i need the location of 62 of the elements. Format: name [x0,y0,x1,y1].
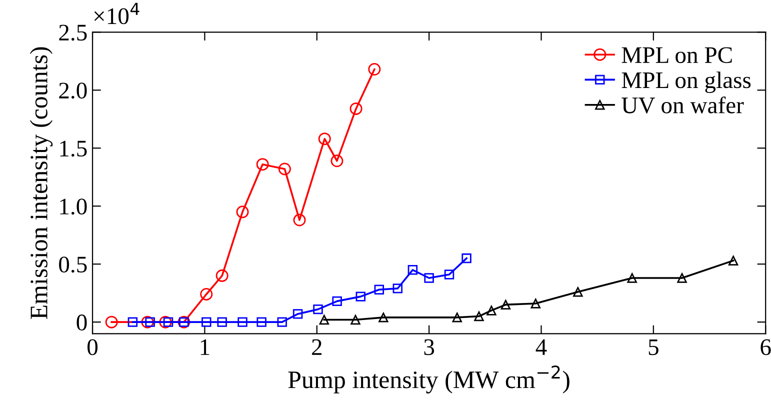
point [350,314,360,325]
point [202,317,212,327]
y-tick-label: 2.0 [59,82,87,99]
point [238,317,248,327]
x-axis-title: Pump intensity (MW cm$^{−2}$) [288,365,570,394]
point [500,300,511,310]
point [677,273,687,283]
x-tick-label: 1 [200,339,210,355]
x-tick-label: 6 [760,339,771,356]
x-tick-label: 2 [312,339,322,355]
point [278,162,291,176]
y-tick-label: 2.5 [59,24,87,41]
y-tick-label: 1.5 [60,140,87,157]
point [256,317,266,327]
point [159,316,172,328]
y-tick-label: 0 [76,314,87,330]
point [256,158,269,171]
point [350,102,362,115]
point [128,317,138,327]
point [217,317,227,327]
point [293,214,306,226]
point [141,316,154,328]
point [200,288,213,300]
point [319,314,330,325]
point [318,132,331,146]
point [236,206,249,218]
point [530,298,540,308]
point [452,312,462,322]
legend-label: MPL on PC [622,47,732,64]
point [145,317,155,327]
point [486,306,496,316]
point [292,309,303,319]
point [163,317,174,327]
x-tick-label: 5 [648,339,658,356]
legend-label: MPL on glass [622,72,751,94]
point [330,154,344,168]
legend-label: UV on wafer [622,96,744,114]
point [462,253,472,264]
point [392,284,403,294]
point [332,296,342,306]
point [728,256,738,266]
text: ×10$^{4}$ [94,2,140,24]
y-axis-title: Emission intensity (counts) [30,47,53,319]
point [313,304,323,314]
x-tick-label: 0 [88,339,98,356]
x-tick-label: 3 [424,339,434,356]
point [424,273,434,283]
point [374,284,384,294]
point [277,317,287,327]
point [368,63,381,76]
point [444,270,454,280]
point [474,311,484,322]
y-tick-label: 0.5 [59,256,87,273]
point [573,287,583,297]
point [356,292,366,302]
point [408,265,418,275]
point [105,316,118,328]
point [216,269,228,282]
point [627,273,637,283]
point [378,312,388,322]
y-tick-label: 1.0 [60,198,87,215]
x-tick-label: 4 [536,339,547,355]
